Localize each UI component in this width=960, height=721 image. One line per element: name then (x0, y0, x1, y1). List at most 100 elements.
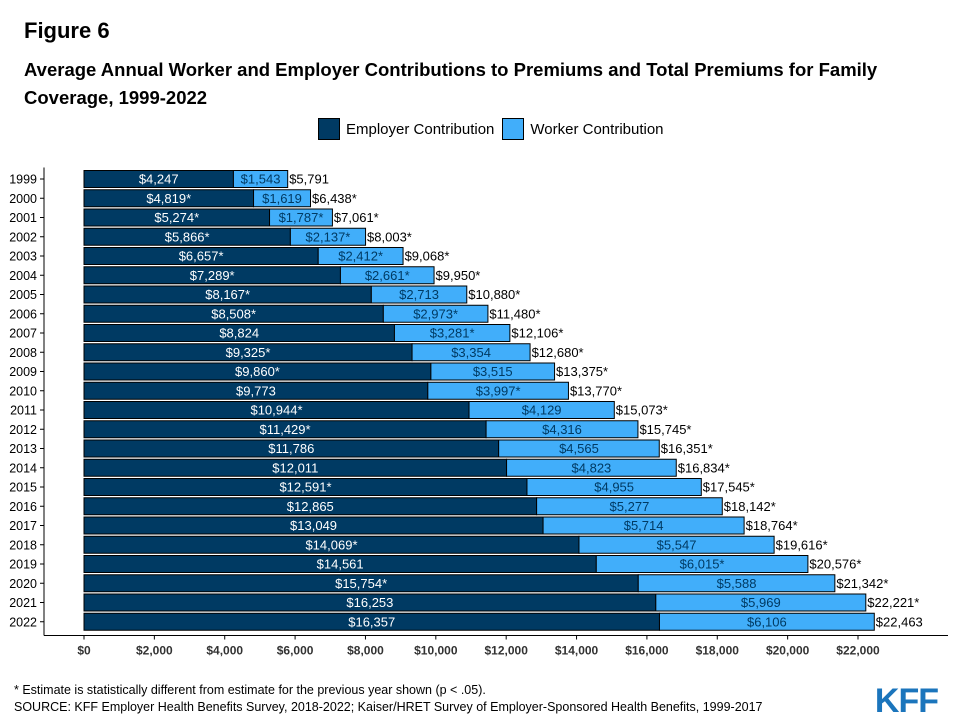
data-label-worker: $4,955 (594, 480, 634, 495)
data-label-employer: $11,429* (259, 422, 310, 437)
data-label-employer: $16,253 (346, 595, 393, 610)
footnote: * Estimate is statistically different fr… (14, 683, 486, 697)
y-tick-label: 2013 (9, 442, 37, 456)
figure-label: Figure 6 (24, 18, 110, 43)
y-tick-label: 2007 (9, 327, 37, 341)
data-label-employer: $9,860* (235, 364, 280, 379)
x-tick-label: $10,000 (414, 644, 458, 658)
x-tick-label: $14,000 (555, 644, 599, 658)
data-label-employer: $5,866* (165, 229, 210, 244)
bar-worker (430, 362, 556, 381)
data-label-worker: $1,619 (262, 191, 302, 206)
source-note: SOURCE: KFF Employer Health Benefits Sur… (14, 700, 763, 714)
data-label-employer: $12,865 (287, 499, 334, 514)
bar-worker (485, 420, 639, 439)
data-label-employer: $8,167* (205, 287, 250, 302)
y-tick-label: 2018 (9, 538, 37, 552)
data-label-total: $21,342* (836, 576, 888, 591)
data-label-total: $15,073* (616, 403, 668, 418)
data-label-employer: $9,325* (226, 345, 271, 360)
x-tick-label: $16,000 (625, 644, 669, 658)
data-label-employer: $13,049 (290, 518, 337, 533)
bar-worker (637, 574, 836, 593)
bar-worker (253, 189, 312, 208)
data-label-worker: $5,588 (717, 576, 757, 591)
data-label-employer: $11,786 (268, 441, 314, 456)
data-label-total: $11,480* (489, 306, 540, 321)
data-label-employer: $6,657* (179, 249, 224, 264)
legend-swatch-employer (318, 118, 340, 140)
data-label-worker: $1,543 (241, 172, 281, 187)
bar-worker (269, 208, 333, 227)
data-label-worker: $6,106 (747, 614, 787, 629)
data-label-total: $15,745* (639, 422, 691, 437)
bar-worker (289, 227, 367, 246)
y-tick-label: 2015 (9, 481, 37, 495)
y-tick-label: 2011 (10, 404, 37, 418)
bar-worker (427, 381, 569, 400)
data-label-total: $18,142* (724, 499, 776, 514)
bar-worker (411, 343, 531, 362)
data-label-worker: $6,015* (680, 557, 725, 572)
data-label-worker: $3,997* (476, 383, 521, 398)
data-label-employer: $10,944* (250, 403, 302, 418)
x-tick-label: $6,000 (277, 644, 314, 658)
data-label-employer: $14,069* (305, 537, 357, 552)
y-tick-label: 2004 (9, 269, 37, 283)
x-tick-label: $22,000 (836, 644, 880, 658)
y-tick-label: 2021 (9, 596, 37, 610)
chart-legend: Employer Contribution Worker Contributio… (318, 118, 672, 140)
bar-worker (536, 497, 723, 516)
data-label-total: $22,221* (867, 595, 919, 610)
y-tick-label: 2012 (9, 423, 37, 437)
data-label-employer: $12,591* (279, 480, 331, 495)
y-tick-label: 2006 (9, 307, 37, 321)
data-label-worker: $5,969 (741, 595, 781, 610)
data-label-total: $9,068* (405, 249, 450, 264)
data-label-total: $12,106* (511, 326, 563, 341)
data-label-total: $17,545* (703, 480, 755, 495)
data-label-total: $9,950* (436, 268, 481, 283)
bar-worker (468, 401, 615, 419)
x-tick-label: $0 (77, 644, 91, 658)
data-label-worker: $2,412* (338, 249, 383, 264)
data-label-total: $6,438* (312, 191, 357, 206)
y-tick-label: 2022 (9, 615, 37, 629)
data-label-worker: $3,281* (430, 326, 475, 341)
data-label-worker: $4,129 (522, 403, 562, 418)
data-label-employer: $7,289* (190, 268, 235, 283)
data-label-total: $10,880* (468, 287, 520, 302)
data-label-employer: $4,819* (146, 191, 191, 206)
y-tick-label: 2001 (9, 211, 37, 225)
bar-worker (578, 535, 775, 554)
data-label-total: $22,463 (876, 614, 923, 629)
chart-title: Average Annual Worker and Employer Contr… (24, 59, 878, 108)
data-label-employer: $8,824 (219, 326, 259, 341)
y-tick-label: 2014 (9, 461, 37, 475)
data-label-worker: $4,823 (572, 460, 612, 475)
bar-worker (506, 458, 677, 477)
y-tick-label: 2003 (9, 250, 37, 264)
data-label-worker: $4,316 (542, 422, 582, 437)
data-label-employer: $12,011 (272, 460, 318, 475)
bar-worker (542, 516, 745, 535)
y-tick-label: 2005 (9, 288, 37, 302)
data-label-employer: $15,754* (335, 576, 387, 591)
bar-worker (317, 247, 404, 265)
y-tick-label: 2008 (9, 346, 37, 360)
data-label-worker: $1,787* (279, 210, 324, 225)
data-label-worker: $3,515 (473, 364, 513, 379)
bar-worker (232, 170, 289, 188)
x-tick-label: $2,000 (136, 644, 173, 658)
bar-worker (658, 612, 875, 631)
y-tick-label: 2019 (9, 558, 37, 572)
data-label-worker: $2,973* (413, 306, 458, 321)
data-label-total: $13,375* (556, 364, 608, 379)
data-label-worker: $5,277 (610, 499, 650, 514)
legend-item-worker: Worker Contribution (502, 118, 664, 140)
data-label-worker: $2,661* (365, 268, 410, 283)
data-label-total: $8,003* (367, 229, 412, 244)
data-label-total: $12,680* (532, 345, 584, 360)
bar-worker (370, 285, 468, 304)
